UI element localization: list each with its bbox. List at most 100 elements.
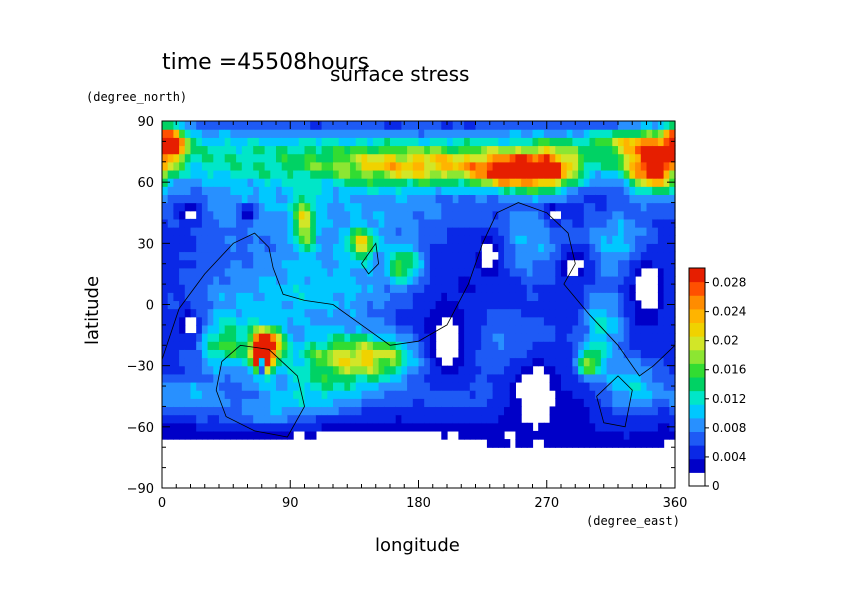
heat-cell xyxy=(663,227,670,236)
heat-cell xyxy=(600,251,608,261)
heat-cell xyxy=(435,161,442,171)
heat-cell xyxy=(395,243,402,253)
heat-cell xyxy=(595,251,602,261)
heat-cell xyxy=(561,414,568,424)
heat-cell xyxy=(190,186,197,195)
heat-cell xyxy=(378,121,385,130)
heat-cell xyxy=(270,300,277,310)
heat-cell xyxy=(304,300,311,310)
heat-cell xyxy=(629,186,636,195)
heat-cell xyxy=(464,267,471,277)
heat-cell xyxy=(538,153,545,163)
heat-cell xyxy=(270,202,277,212)
heat-cell xyxy=(612,129,619,138)
heat-cell xyxy=(230,121,237,130)
heat-cell xyxy=(486,235,494,244)
heat-cell xyxy=(327,422,334,432)
heat-cell xyxy=(561,121,568,130)
heat-cell xyxy=(241,169,249,179)
heat-cell xyxy=(532,145,539,155)
heat-cell xyxy=(293,373,300,383)
heat-cell xyxy=(258,235,266,244)
heat-cell xyxy=(640,341,648,350)
heat-cell xyxy=(635,227,642,236)
heat-cell xyxy=(504,333,511,342)
heat-cell xyxy=(167,308,174,318)
heat-cell xyxy=(469,300,477,310)
heat-cell xyxy=(361,129,368,138)
heat-cell xyxy=(344,275,351,285)
heat-cell xyxy=(640,259,648,269)
heat-cell xyxy=(310,251,317,261)
heat-cell xyxy=(578,381,585,391)
heat-cell xyxy=(521,227,528,236)
heat-cell xyxy=(612,292,619,302)
heat-cell xyxy=(236,381,243,391)
x-tick-label: 90 xyxy=(282,496,299,511)
heat-cell xyxy=(196,316,203,326)
heat-cell xyxy=(561,145,568,155)
heat-cell xyxy=(623,178,630,187)
heat-cell xyxy=(595,161,602,171)
heat-cell xyxy=(429,251,437,261)
heat-cell xyxy=(241,275,249,285)
heat-cell xyxy=(652,439,659,448)
heat-cell xyxy=(418,259,425,269)
heat-cell xyxy=(207,145,214,155)
heat-cell xyxy=(384,243,391,253)
heat-cell xyxy=(412,161,420,171)
heat-cell xyxy=(424,243,431,253)
heat-cell xyxy=(333,194,340,204)
heat-cell xyxy=(555,398,562,408)
heat-cell xyxy=(646,153,653,163)
heat-cell xyxy=(167,178,174,187)
heat-cell xyxy=(173,178,180,187)
heat-cell xyxy=(606,145,613,155)
heat-cell xyxy=(452,414,459,424)
heat-cell xyxy=(595,129,602,138)
heat-cell xyxy=(401,300,408,310)
heat-cell xyxy=(201,398,209,408)
heat-cell xyxy=(361,145,368,155)
heat-cell xyxy=(258,169,266,179)
heat-cell xyxy=(201,324,209,334)
heat-cell xyxy=(401,259,408,269)
heat-cell xyxy=(196,194,203,204)
heat-cell xyxy=(384,218,391,228)
heat-cell xyxy=(606,243,613,253)
heat-cell xyxy=(555,235,562,244)
heat-cell xyxy=(344,406,351,416)
heat-cell xyxy=(469,333,477,342)
heat-cell xyxy=(230,308,237,318)
heat-cell xyxy=(646,398,653,408)
heat-cell xyxy=(578,218,585,228)
heat-cell xyxy=(184,398,192,408)
heat-cell xyxy=(293,186,300,195)
heat-cell xyxy=(213,267,220,277)
heat-cell xyxy=(190,381,197,391)
heat-cell xyxy=(395,357,402,367)
heat-cell xyxy=(509,349,516,359)
heat-cell xyxy=(435,422,442,432)
heat-cell xyxy=(395,210,402,220)
heat-cell xyxy=(213,333,220,342)
heat-cell xyxy=(247,153,254,163)
heat-cell xyxy=(241,243,249,253)
heat-cell xyxy=(623,430,630,440)
heat-cell xyxy=(167,235,174,244)
heat-cell xyxy=(572,430,579,440)
heat-cell xyxy=(663,308,670,318)
heat-cell xyxy=(407,373,414,383)
heat-cell xyxy=(224,275,231,285)
heat-cell xyxy=(350,259,357,269)
heat-cell xyxy=(401,275,408,285)
heat-cell xyxy=(424,153,431,163)
heat-cell xyxy=(287,186,294,195)
heat-cell xyxy=(361,316,368,326)
heat-cell xyxy=(390,161,397,171)
heat-cell xyxy=(327,251,334,261)
heat-cell xyxy=(526,267,534,277)
heat-cell xyxy=(521,161,528,171)
heat-cell xyxy=(281,153,288,163)
heat-cell xyxy=(555,430,562,440)
